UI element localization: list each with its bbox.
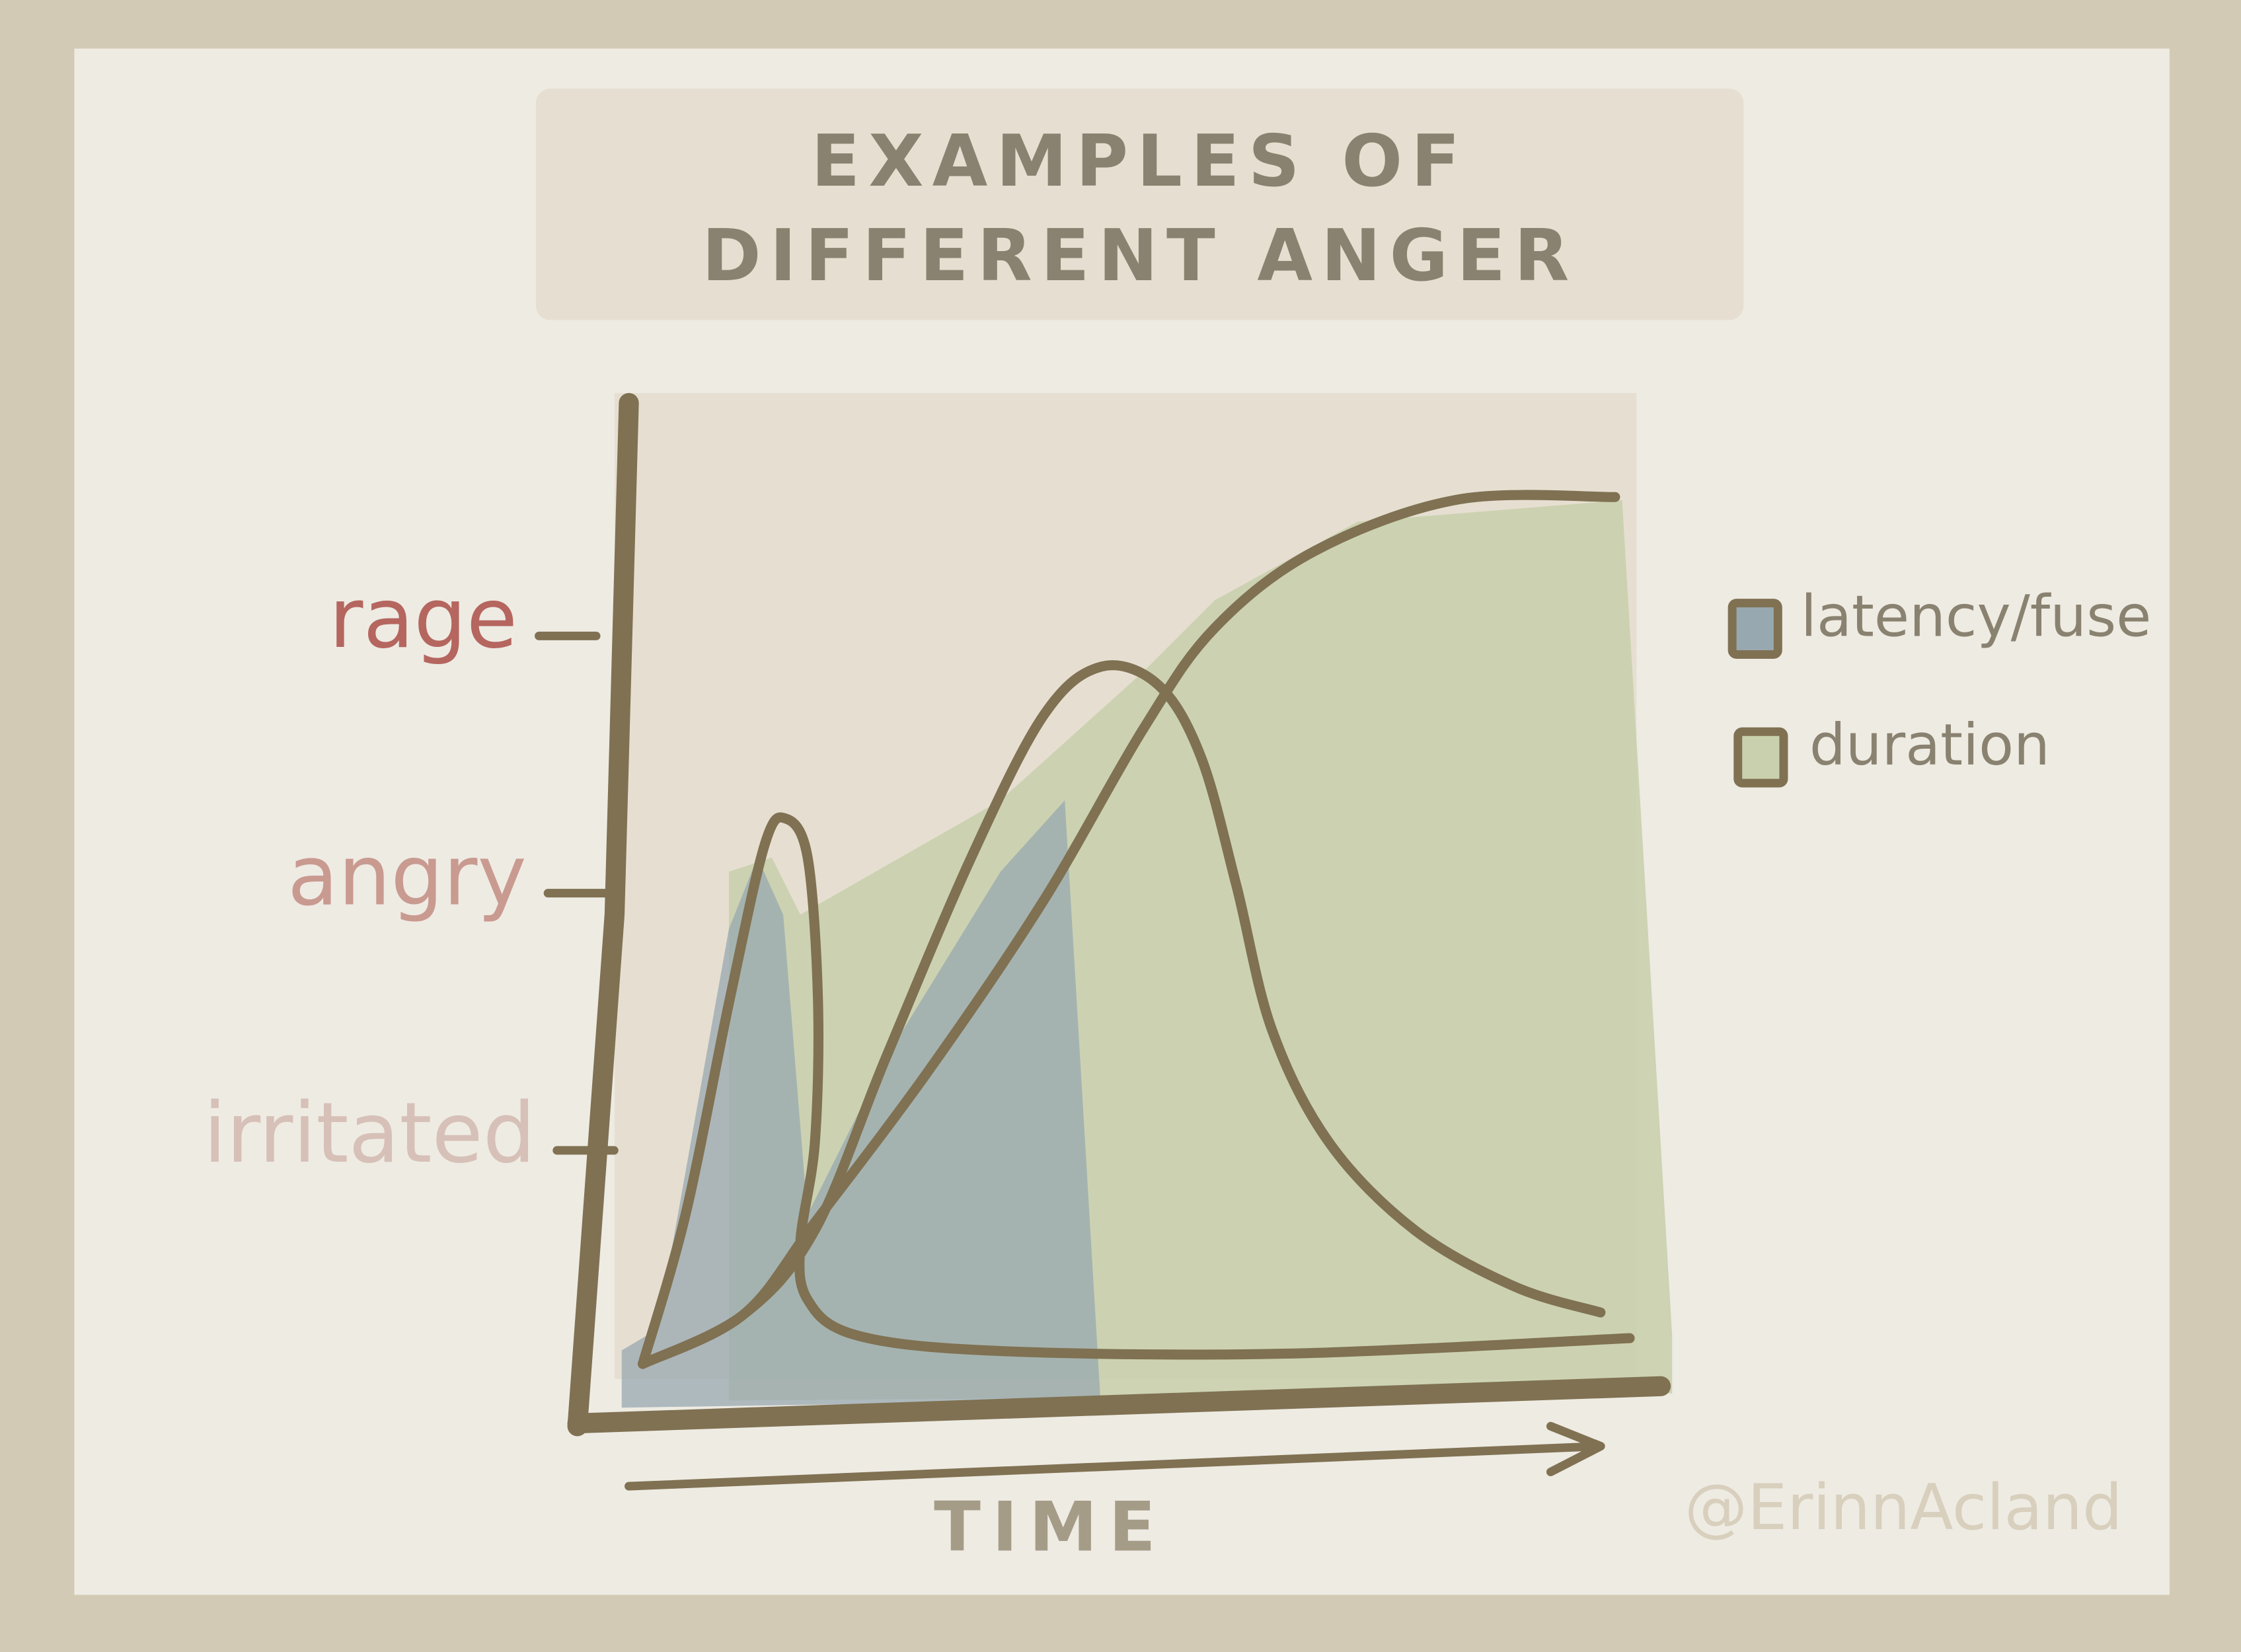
x-axis-label: TIME	[934, 1488, 1167, 1567]
title-box	[535, 89, 1744, 320]
y-axis	[567, 393, 639, 1437]
y-tick-label: irritated	[204, 1085, 536, 1182]
curve	[637, 490, 1620, 1369]
legend-swatch	[1728, 599, 1782, 659]
plot	[637, 490, 1635, 1369]
chart-title: EXAMPLES OF DIFFERENT ANGER PROFILES	[702, 120, 1578, 320]
legend-label: latency/fuse	[1801, 584, 2151, 650]
x-axis	[567, 1376, 1671, 1434]
curve	[637, 812, 1635, 1369]
title-holder: EXAMPLES OF DIFFERENT ANGER PROFILES	[702, 120, 1578, 320]
y-tick-label: rage	[329, 570, 517, 667]
time-arrow	[625, 1421, 1605, 1491]
credit: @ErinnAcland	[1685, 1472, 2123, 1544]
legend-label: duration	[1809, 712, 2050, 778]
legend-swatch	[1733, 727, 1788, 788]
y-tick-label: angry	[287, 828, 527, 924]
